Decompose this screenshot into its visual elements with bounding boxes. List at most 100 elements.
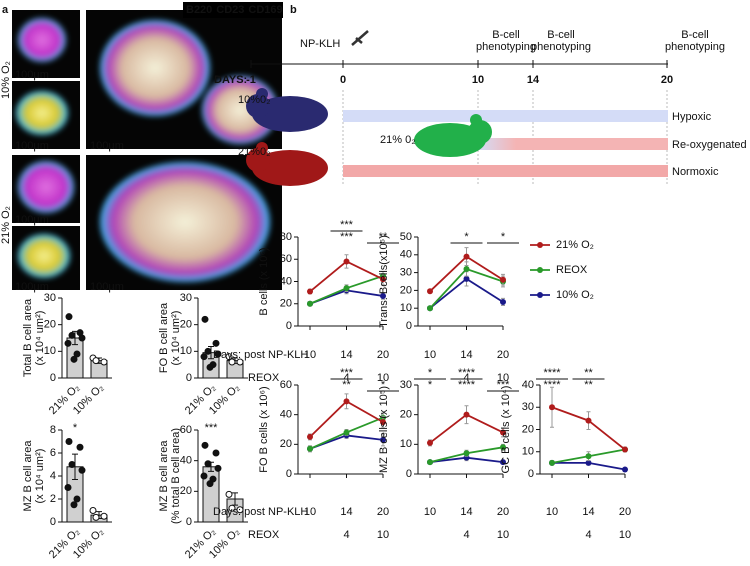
data-point [204,460,212,468]
data-point [206,363,214,371]
y-tick-label: 0 [186,372,192,384]
data-point [214,464,222,472]
scale-label: 100µm [15,214,49,226]
error-bar [72,453,78,480]
y-tick-label: 0 [186,516,192,528]
y-tick-label: 0 [406,320,412,332]
x-tick-label: 20 [377,349,389,361]
y-tick-label: 40 [400,249,412,261]
days-label: Days: post NP-KLH [213,506,308,518]
data-point [100,358,108,366]
y-tick-label: 0 [50,516,56,528]
data-point [70,355,78,363]
y-tick-label: 20 [280,438,292,450]
y-tick-label: 20 [180,485,192,497]
x-tick-label: 14 [460,506,472,518]
follicle [100,162,270,282]
days-label: Days: post NP-KLH [213,349,308,361]
data-point [200,472,208,480]
y-tick-label: 8 [50,424,56,436]
data-point [307,288,313,295]
days-label: DAYS: [214,74,247,86]
phenotyping-label: B-cell [492,29,520,41]
panel-label: a [2,4,9,16]
data-point [380,276,386,283]
data-point [463,266,470,273]
data-point [200,353,208,361]
data-point [343,285,350,292]
data-point [65,438,73,445]
y-tick-label: 30 [400,267,412,279]
timeline-tick-label: 10 [472,74,484,86]
y-tick-label: 0 [286,320,292,332]
significance: **** [543,379,561,391]
condition-bar [478,138,668,150]
data-point [225,353,233,361]
significance: ** [584,379,593,391]
data-point [380,292,386,299]
data-point [500,429,506,436]
mouse-reox [414,114,492,157]
legend-marker [537,292,543,298]
y-tick-label: 0 [50,372,56,384]
scale-label: 100µm [15,140,49,152]
significance: *** [340,231,354,243]
y-tick-label: 20 [400,284,412,296]
follicle [100,20,210,116]
data-point [204,347,212,355]
stain-label: CD23 [216,4,244,16]
reox-row-label: REOX [248,372,280,384]
condition-bar [343,165,668,177]
group-label: 21% O₂ [0,206,12,244]
significance: *** [497,379,511,391]
data-point [500,459,506,466]
y-tick-label: 10 [44,345,56,357]
y-axis-label: MZ B cell area [158,440,170,512]
group-label: 10% O₂ [0,61,12,99]
condition-label: Re-oxygenated [672,139,747,151]
data-point [228,504,236,512]
y-tick-label: 30 [44,292,56,304]
y-tick-label: 40 [522,379,534,391]
significance: **** [543,367,561,379]
y-tick-label: 10 [522,446,534,458]
data-point [70,501,78,509]
data-point [380,419,386,426]
condition-label: Hypoxic [672,111,712,123]
significance: * [381,379,386,391]
data-point [64,484,72,491]
y-tick-label: 60 [280,253,292,265]
data-point [380,436,386,443]
x-tick-label: 14 [460,349,472,361]
scale-label: 100µm [15,281,49,293]
data-point [201,315,209,323]
data-point [212,339,220,347]
y-axis-label: Total B cell area [22,298,34,377]
data-point [427,288,433,295]
syringe [351,30,369,46]
y-tick-label: 20 [44,319,56,331]
phenotyping-label: phenotyping [476,41,536,53]
scale-label: 100µm [15,69,49,81]
data-point [100,512,108,520]
data-point [64,339,72,347]
y-axis-label: MZ B cell area [22,440,34,512]
timeline-art [351,30,369,46]
condition-label: Normoxic [672,166,719,178]
condition-bar [343,110,668,122]
reox-day-label: 10 [497,372,509,384]
y-tick-label: 20 [180,319,192,331]
reox-row-label: REOX [248,529,280,541]
y-tick-label: 20 [400,409,412,421]
x-tick-label: 10 [304,506,316,518]
x-tick-label: 14 [582,506,594,518]
significance: **** [458,367,476,379]
y-tick-label: 50 [400,231,412,243]
y-tick-label: 2 [50,493,56,505]
follicle [16,91,68,135]
x-tick-label: 10 [424,349,436,361]
data-point [89,507,97,514]
significance: **** [458,379,476,391]
legend-label: 10% O₂ [556,289,594,301]
phenotyping-label: B-cell [681,29,709,41]
